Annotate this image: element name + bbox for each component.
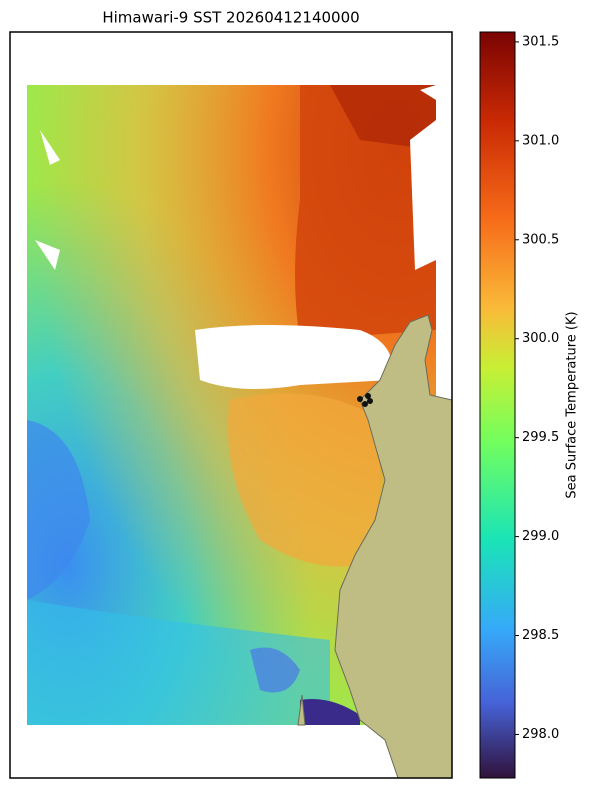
colorbar-label: Sea Surface Temperature (K) [565, 311, 580, 498]
station-markers [357, 393, 373, 407]
colorbar [479, 31, 516, 779]
colorbar-tick-label: 298.5 [522, 628, 559, 643]
colorbar-tick-label: 299.5 [522, 430, 559, 445]
colorbar-tick-label: 298.0 [522, 727, 559, 742]
colorbar-tick-label: 299.0 [522, 529, 559, 544]
colorbar-tick-label: 301.0 [522, 133, 559, 148]
map-frame [9, 31, 453, 779]
colorbar-ticks: 298.0 298.5 299.0 299.5 300.0 300.5 301.0 301.5 [515, 34, 559, 742]
land [297, 314, 452, 778]
colorbar-tick-label: 300.0 [522, 331, 559, 346]
colorbar-tick-label: 301.5 [522, 34, 559, 49]
colorbar-tick-label: 300.5 [522, 232, 559, 247]
map-title: Himawari-9 SST 20260412140000 [102, 9, 359, 27]
